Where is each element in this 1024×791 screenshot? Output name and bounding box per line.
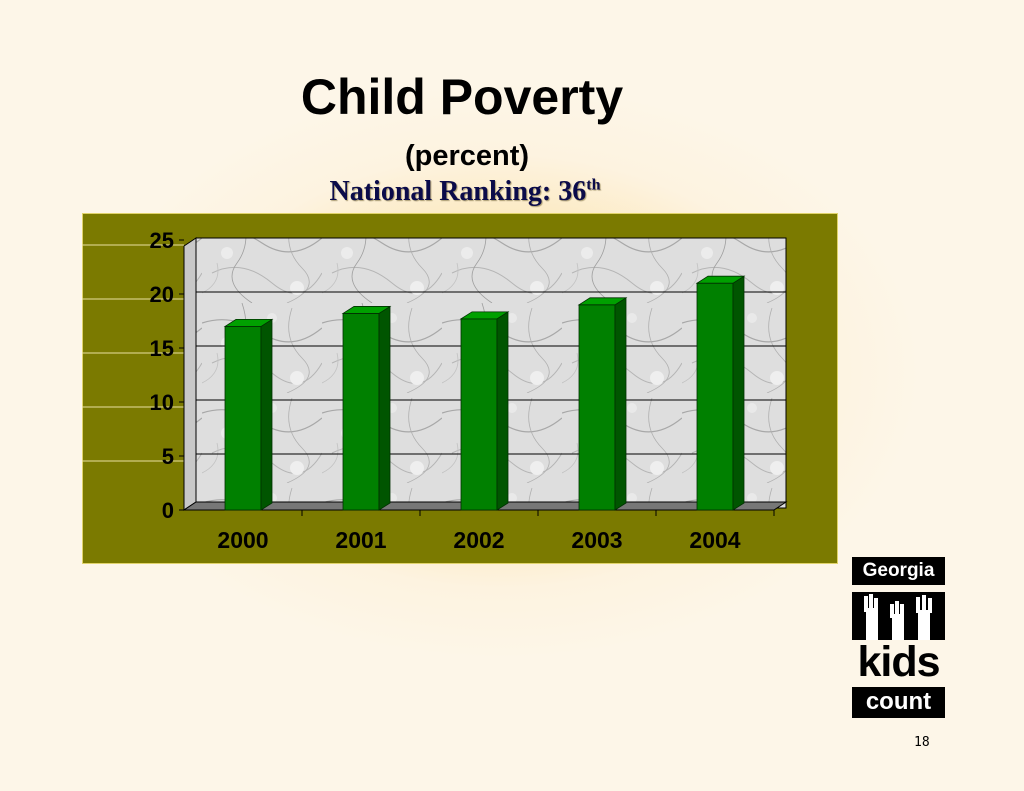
chart-side-wall <box>183 237 197 511</box>
logo-count-text: count <box>852 687 945 718</box>
bar-side-2004 <box>732 275 745 511</box>
y-tick-label: 20 <box>150 282 174 307</box>
x-tick-label-2000: 2000 <box>217 527 268 553</box>
bar-top-2004 <box>695 275 746 284</box>
bar-2004 <box>696 282 734 511</box>
ranking-text: National Ranking: 36 <box>329 176 587 207</box>
bar-side-2002 <box>496 311 509 511</box>
bar-2001 <box>342 313 380 511</box>
x-tick-label-2004: 2004 <box>689 527 740 553</box>
logo-kids-text: kids <box>857 638 940 686</box>
georgia-kids-count-logo: Georgia kids count <box>852 557 945 718</box>
bar-2000 <box>224 326 262 511</box>
bar-top-2001 <box>341 306 392 314</box>
raised-hands-icon <box>852 592 945 640</box>
bar-2003 <box>578 304 616 511</box>
slide-subtitle: (percent) <box>404 140 530 172</box>
page-number: 18 <box>914 735 930 750</box>
slide-title: Child Poverty <box>300 69 624 125</box>
y-tick-label: 15 <box>150 336 174 361</box>
bar-side-2003 <box>614 297 627 511</box>
y-tick-label: 10 <box>150 390 174 415</box>
bar-top-2002 <box>459 311 510 320</box>
ranking-suffix: th <box>586 176 601 194</box>
bar-side-2001 <box>378 305 391 511</box>
x-tick-label-2001: 2001 <box>335 527 386 553</box>
bar-side-2000 <box>260 318 273 511</box>
y-tick-label: 5 <box>162 444 174 469</box>
national-ranking: National Ranking: 36th <box>0 176 930 208</box>
y-tick-label: 25 <box>150 228 174 253</box>
bar-top-2003 <box>577 297 628 306</box>
x-tick-label-2003: 2003 <box>571 527 622 553</box>
y-tick-label: 0 <box>162 498 174 523</box>
x-tick-label-2002: 2002 <box>453 527 504 553</box>
bar-chart: 0 5 10 15 20 25 2000 2001 2002 2003 2004 <box>82 228 788 553</box>
bar-top-2000 <box>223 319 274 327</box>
bar-2002 <box>460 318 498 511</box>
logo-georgia-text: Georgia <box>852 557 945 585</box>
